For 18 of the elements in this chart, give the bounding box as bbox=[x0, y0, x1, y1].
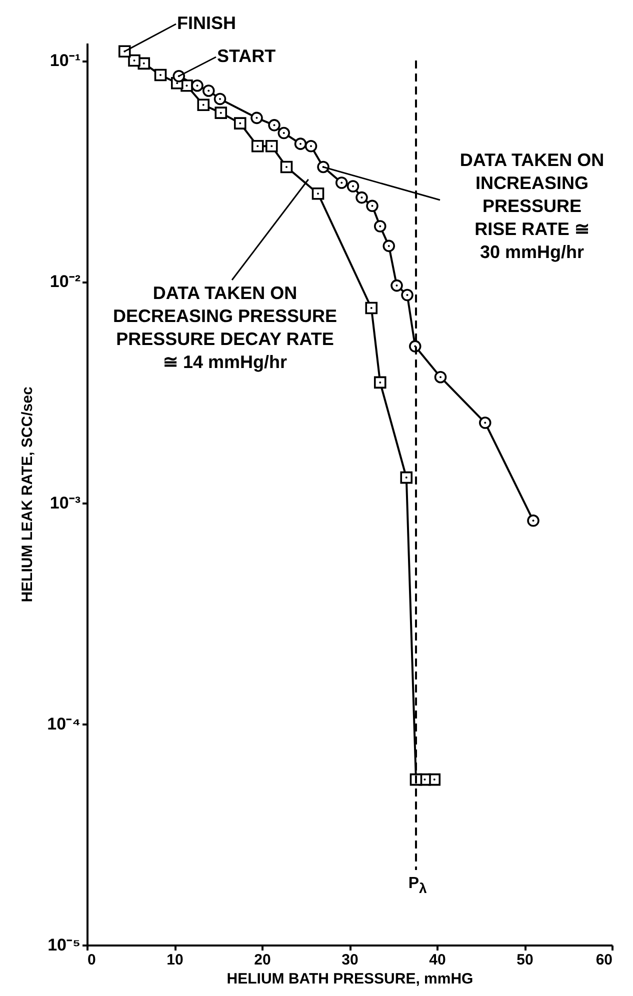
annotation: DATA TAKEN ON INCREASING PRESSURE RISE RATE ≅ 30 mmHg/hr bbox=[460, 150, 604, 262]
annotation: START bbox=[217, 46, 276, 66]
x-axis-title: HELIUM BATH PRESSURE, mmHG bbox=[226, 970, 474, 988]
annotation: DATA TAKEN ON DECREASING PRESSURE PRESSURE DECAY RATE ≅ 14 mmHg/hr bbox=[112, 283, 338, 372]
y-tick-label: 10⁻⁴ bbox=[47, 714, 80, 734]
annotation: FINISH bbox=[177, 13, 236, 33]
x-tick-label: 0 bbox=[88, 952, 96, 968]
x-tick-label: 50 bbox=[516, 952, 534, 968]
y-tick-label: 10⁻¹ bbox=[50, 51, 81, 70]
y-tick-label: 10⁻⁵ bbox=[48, 936, 80, 954]
y-tick-label: 10⁻² bbox=[50, 272, 81, 292]
y-tick-label: 10⁻³ bbox=[50, 493, 81, 512]
x-tick-label: 20 bbox=[254, 952, 271, 968]
x-tick-label: 60 bbox=[596, 952, 612, 968]
x-tick-label: 10 bbox=[166, 952, 184, 968]
y-axis-title: HELIUM LEAK RATE, SCC/sec bbox=[19, 386, 36, 602]
x-tick-label: 40 bbox=[429, 952, 446, 968]
x-tick-label: 30 bbox=[342, 952, 358, 968]
